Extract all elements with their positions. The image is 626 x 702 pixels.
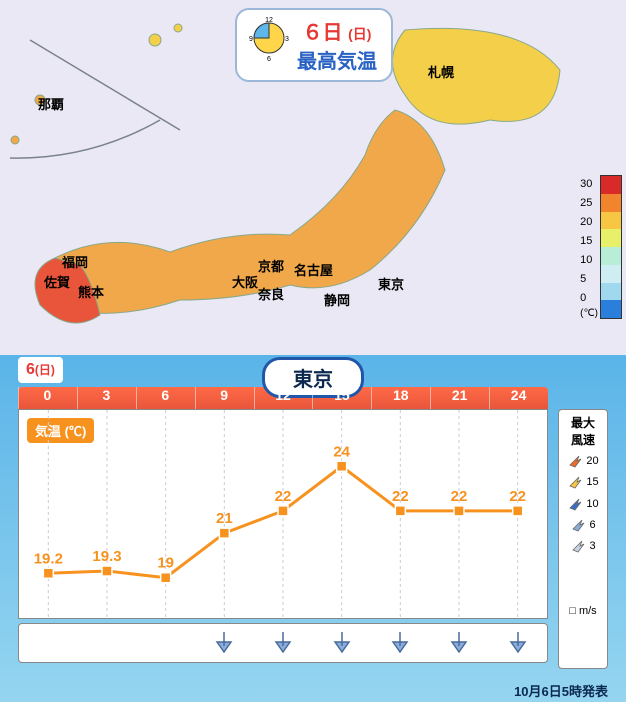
city-label: 東京	[378, 274, 404, 293]
svg-text:6: 6	[267, 56, 271, 62]
hour-cell: 12	[254, 387, 313, 409]
chart-date-badge: 6(日)	[18, 357, 63, 383]
wind-legend: 最大 風速 20151063 □m/s	[558, 409, 608, 669]
hour-cell: 15	[312, 387, 371, 409]
map-date: ６日 (日)	[303, 16, 372, 45]
wind-arrow-cell	[19, 624, 78, 662]
wind-direction-row	[18, 623, 548, 663]
city-label: 佐賀	[44, 272, 70, 291]
city-label: 那覇	[38, 94, 64, 113]
wind-arrow-cell	[136, 624, 195, 662]
city-label: 名古屋	[294, 260, 333, 279]
wind-legend-level: 3	[563, 536, 603, 557]
svg-text:21: 21	[216, 510, 233, 527]
hour-cell: 24	[489, 387, 548, 409]
wind-arrow-cell	[78, 624, 137, 662]
city-label: 福岡	[62, 252, 88, 271]
svg-text:22: 22	[509, 488, 526, 505]
svg-text:19.3: 19.3	[92, 548, 121, 565]
city-label: 札幌	[428, 62, 454, 81]
wind-legend-level: 15	[563, 471, 603, 492]
city-label: 静岡	[324, 290, 350, 309]
svg-text:19.2: 19.2	[34, 550, 63, 567]
wind-arrow-cell	[254, 624, 313, 662]
svg-text:22: 22	[392, 488, 409, 505]
wind-arrow-cell	[195, 624, 254, 662]
svg-text:19: 19	[157, 555, 174, 572]
svg-text:3: 3	[285, 36, 289, 43]
wind-arrow-cell	[488, 624, 547, 662]
hour-cell: 9	[195, 387, 254, 409]
temperature-legend: 302520151050(℃)	[578, 175, 622, 319]
hour-cell: 0	[18, 387, 77, 409]
map-subtitle: 最高気温	[297, 45, 377, 74]
temperature-map-panel: 12 3 6 9 ６日 (日) 最高気温 札幌那覇福岡佐賀熊本 京都大阪奈良名古屋…	[0, 0, 626, 355]
city-label: 熊本	[78, 282, 104, 301]
hour-cell: 3	[77, 387, 136, 409]
city-label: 奈良	[258, 284, 284, 303]
wind-arrow-cell	[371, 624, 430, 662]
city-label: 大阪	[232, 272, 258, 291]
svg-text:22: 22	[275, 488, 292, 505]
svg-text:9: 9	[249, 36, 253, 43]
wind-legend-level: 6	[563, 514, 603, 535]
wind-legend-level: 10	[563, 493, 603, 514]
temperature-plot: 気温 (℃) 19.219.319212224222222	[18, 409, 548, 619]
hour-cell: 18	[371, 387, 430, 409]
wind-unit: m/s	[579, 605, 597, 617]
hour-cell: 6	[136, 387, 195, 409]
clock-icon: 12 3 6 9	[245, 14, 293, 67]
svg-text:22: 22	[451, 488, 468, 505]
wind-arrow-cell	[430, 624, 489, 662]
publish-time: 10月6日5時発表	[514, 681, 608, 700]
hour-axis: 03691215182124	[18, 387, 548, 409]
hour-cell: 21	[430, 387, 489, 409]
forecast-chart-panel: 6(日) 東京 03691215182124 気温 (℃) 19.219.319…	[0, 355, 626, 702]
wind-legend-level: 20	[563, 450, 603, 471]
map-title-box: 12 3 6 9 ６日 (日) 最高気温	[235, 8, 393, 82]
city-label: 京都	[258, 256, 284, 275]
wind-legend-title: 最大 風速	[563, 414, 603, 448]
wind-arrow-cell	[312, 624, 371, 662]
svg-text:24: 24	[333, 443, 350, 460]
